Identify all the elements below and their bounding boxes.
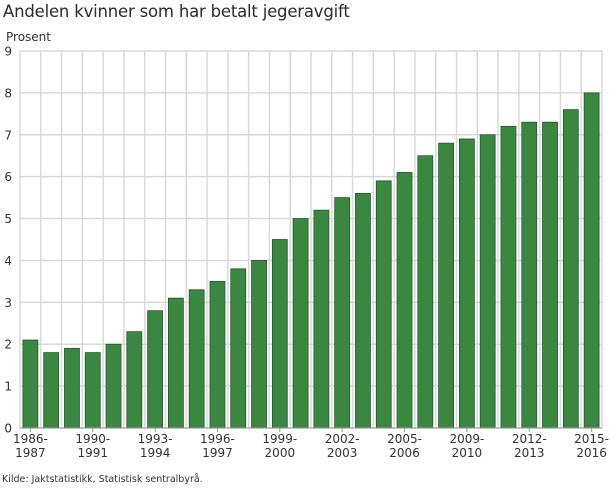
- y-tick-label: 7: [4, 128, 12, 142]
- y-axis-label: Prosent: [6, 30, 51, 44]
- bar: 2000-2001: 5: [292, 218, 309, 429]
- y-tick-label: 4: [4, 254, 12, 268]
- bar: 2007-2008: 6.5: [417, 155, 434, 429]
- bar: 2012-2013: 7.3: [521, 121, 538, 429]
- bar: 2001-2002: 5.2: [313, 209, 330, 429]
- x-tick-label: 1996-: [200, 432, 235, 446]
- bar: 2015-2016: 8: [583, 92, 600, 429]
- x-tick-label: 1991: [77, 446, 108, 460]
- bar: 2004-2005: 5.9: [375, 180, 392, 429]
- bar: 1993-1994: 2.8: [147, 310, 163, 429]
- bar: 1996-1997: 3.5: [209, 280, 226, 429]
- x-tick-label: 2006: [389, 446, 420, 460]
- bar: 1988-1989: 1.9: [64, 348, 80, 429]
- bar: 2003-2004: 5.6: [355, 193, 371, 429]
- bar: 2002-2003: 5.5: [334, 197, 351, 429]
- x-tick-label: 1987: [15, 446, 46, 460]
- x-tick-label: 2002-: [325, 432, 360, 446]
- x-tick-label: 2009-: [449, 432, 484, 446]
- bar: 2005-2006: 6.1: [396, 172, 413, 429]
- y-tick-label: 8: [4, 86, 12, 100]
- y-tick-label: 6: [4, 170, 12, 184]
- bar: 2014-2015: 7.6: [562, 109, 579, 429]
- x-tick-label: 2003: [327, 446, 358, 460]
- y-tick-label: 5: [4, 212, 12, 226]
- bar: 1995-1996: 3.3: [188, 289, 205, 429]
- x-tick-label: 1993-: [138, 432, 173, 446]
- y-tick-label: 1: [4, 380, 12, 394]
- x-tick-label: 1994: [140, 446, 171, 460]
- x-tick-label: 2000: [265, 446, 296, 460]
- y-axis-ticks: 0 1 2 3 4 5 6 7 8 9: [4, 45, 12, 436]
- bar: 2010-2011: 7: [479, 134, 496, 429]
- chart-title: Andelen kvinner som har betalt jegeravgi…: [3, 2, 350, 21]
- bar-chart: 1986-1987: 2.11987-1988: 1.81988-1989: 1…: [4, 45, 609, 461]
- y-tick-label: 0: [4, 422, 12, 436]
- bar: 1990-1991: 1.8: [84, 352, 101, 429]
- bar: 1999-2000: 4.5: [271, 239, 288, 429]
- x-axis-ticks: 1986-1987 1990-1991 1993-1994 1996-1997 1999…: [13, 428, 609, 460]
- x-tick-label: 1997: [202, 446, 233, 460]
- y-tick-label: 9: [4, 45, 12, 59]
- x-tick-label: 1990-: [75, 432, 110, 446]
- y-tick-label: 3: [4, 296, 12, 310]
- x-tick-label: 2013: [514, 446, 545, 460]
- x-tick-label: 2016: [576, 446, 607, 460]
- source-note: Kilde: Jaktstatistikk, Statistisk sentra…: [2, 474, 203, 485]
- y-tick-label: 2: [4, 338, 12, 352]
- x-tick-label: 2005-: [387, 432, 422, 446]
- x-tick-label: 1999-: [262, 432, 297, 446]
- bar: 1991-1992: 2: [105, 343, 122, 429]
- bar: 2009-2010: 6.9: [459, 138, 475, 429]
- x-tick-label: 2015-: [574, 432, 609, 446]
- bar: 1986-1987: 2.1: [22, 339, 39, 429]
- x-tick-label: 2012-: [512, 432, 547, 446]
- bar: 2013-2014: 7.3: [542, 121, 558, 429]
- bar: 1994-1995: 3.1: [168, 297, 184, 429]
- x-tick-label: 1986-: [13, 432, 48, 446]
- bar: 1987-1988: 1.8: [43, 352, 60, 429]
- bar: 1992-1993: 2.3: [126, 331, 143, 429]
- bar: 1997-1998: 3.8: [230, 268, 247, 429]
- bar: 2008-2009: 6.8: [438, 142, 454, 429]
- bar: 2011-2012: 7.2: [500, 126, 517, 429]
- x-tick-label: 2010: [452, 446, 483, 460]
- bar: 1998-1999: 4: [251, 260, 267, 429]
